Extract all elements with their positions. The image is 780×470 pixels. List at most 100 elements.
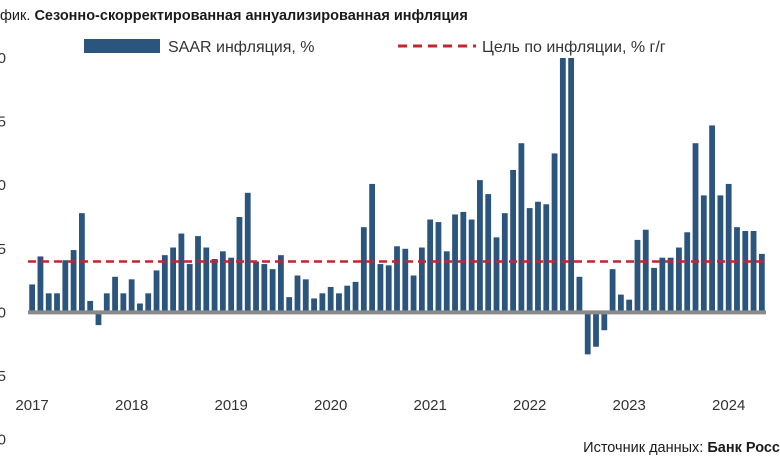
bar: [601, 312, 608, 331]
x-axis: 2017 2018 2019 2020 2021 2022 2023 2024: [15, 397, 745, 414]
bar: [219, 251, 226, 313]
bar: [394, 246, 400, 313]
bar: [369, 183, 376, 313]
bar: [286, 297, 293, 313]
y-tick-label: 0: [0, 304, 6, 321]
bar: [700, 195, 707, 313]
bar: [120, 293, 127, 313]
bar: [584, 312, 591, 355]
source-name: Банк Росс: [707, 440, 780, 456]
bar: [568, 58, 575, 313]
bar: [203, 247, 210, 313]
chart-title: фик. Сезонно-скорректированная аннуализи…: [0, 8, 468, 24]
bar: [29, 284, 36, 313]
bar: [54, 293, 60, 313]
bar: [734, 227, 740, 313]
bar: [518, 143, 525, 313]
bar: [477, 180, 483, 313]
bar: [137, 303, 143, 313]
bar: [750, 230, 757, 313]
bar: [418, 247, 425, 313]
x-tick-label: 2019: [215, 397, 248, 414]
bar: [742, 230, 749, 313]
bar: [95, 312, 102, 326]
y-tick-label: 5: [0, 241, 6, 258]
bar: [278, 255, 284, 313]
bar: [145, 293, 152, 313]
bar: [667, 257, 674, 313]
bar: [510, 169, 516, 313]
bar: [70, 250, 77, 313]
bar: [170, 247, 177, 313]
bar: [161, 255, 168, 313]
bar: [311, 298, 317, 313]
bar: [377, 264, 384, 313]
bar: [452, 214, 458, 313]
bar: [128, 279, 135, 313]
bar: [344, 285, 351, 313]
bar: [385, 265, 392, 313]
bar: [62, 260, 69, 313]
bar: [725, 183, 732, 313]
bar: [468, 219, 475, 313]
title-prefix: фик.: [0, 8, 31, 24]
bar: [526, 208, 533, 313]
bar: [186, 264, 193, 313]
bar: [87, 300, 94, 313]
x-tick-label: 2017: [15, 397, 48, 414]
legend-bar-swatch: [84, 39, 160, 53]
bar: [103, 293, 110, 313]
bar: [195, 236, 201, 313]
bar: [642, 229, 649, 313]
bar: [709, 125, 715, 313]
x-tick-label: 2018: [115, 397, 148, 414]
bar: [410, 275, 417, 313]
bar: [758, 253, 765, 313]
bar: [327, 286, 334, 313]
y-tick-label: 0: [0, 50, 6, 67]
bar: [360, 227, 367, 313]
bar: [443, 251, 450, 313]
bar: [535, 201, 541, 313]
bar: [543, 204, 550, 313]
x-tick-label: 2021: [414, 397, 447, 414]
bar: [651, 267, 657, 313]
y-tick-label: 5: [0, 368, 6, 385]
bar: [435, 222, 442, 313]
bar: [617, 294, 624, 313]
bar: [45, 293, 52, 313]
bar: [294, 275, 301, 313]
bar: [112, 276, 118, 313]
bar: [593, 312, 599, 347]
bar: [319, 293, 326, 313]
bar: [609, 269, 616, 313]
bar: [253, 261, 259, 313]
bar: [352, 281, 359, 313]
bar: [244, 192, 251, 313]
bar: [676, 247, 682, 313]
bar: [634, 239, 641, 313]
x-tick-label: 2023: [613, 397, 646, 414]
bar: [402, 248, 409, 313]
y-tick-label: 0: [0, 432, 6, 449]
bar: [236, 217, 243, 313]
x-tick-label: 2020: [314, 397, 347, 414]
bar: [37, 256, 44, 313]
bar: [659, 257, 666, 313]
bar: [211, 258, 218, 313]
bar: [551, 153, 558, 313]
source-note: Источник данных: Банк Росс: [583, 440, 780, 456]
y-axis: 0 5 0 5 0 5 0: [0, 50, 6, 449]
bar: [269, 269, 276, 313]
bar: [559, 58, 566, 313]
legend-target-label: Цель по инфляции, % г/г: [482, 39, 666, 56]
source-prefix: Источник данных:: [583, 440, 704, 456]
legend: SAAR инфляция, % Цель по инфляции, % г/г: [84, 39, 666, 56]
bar: [178, 233, 185, 313]
bar: [336, 293, 342, 313]
bar: [261, 264, 268, 313]
bar: [717, 195, 724, 313]
title-text: Сезонно-скорректированная аннуализирован…: [34, 8, 468, 24]
bar: [485, 194, 492, 313]
